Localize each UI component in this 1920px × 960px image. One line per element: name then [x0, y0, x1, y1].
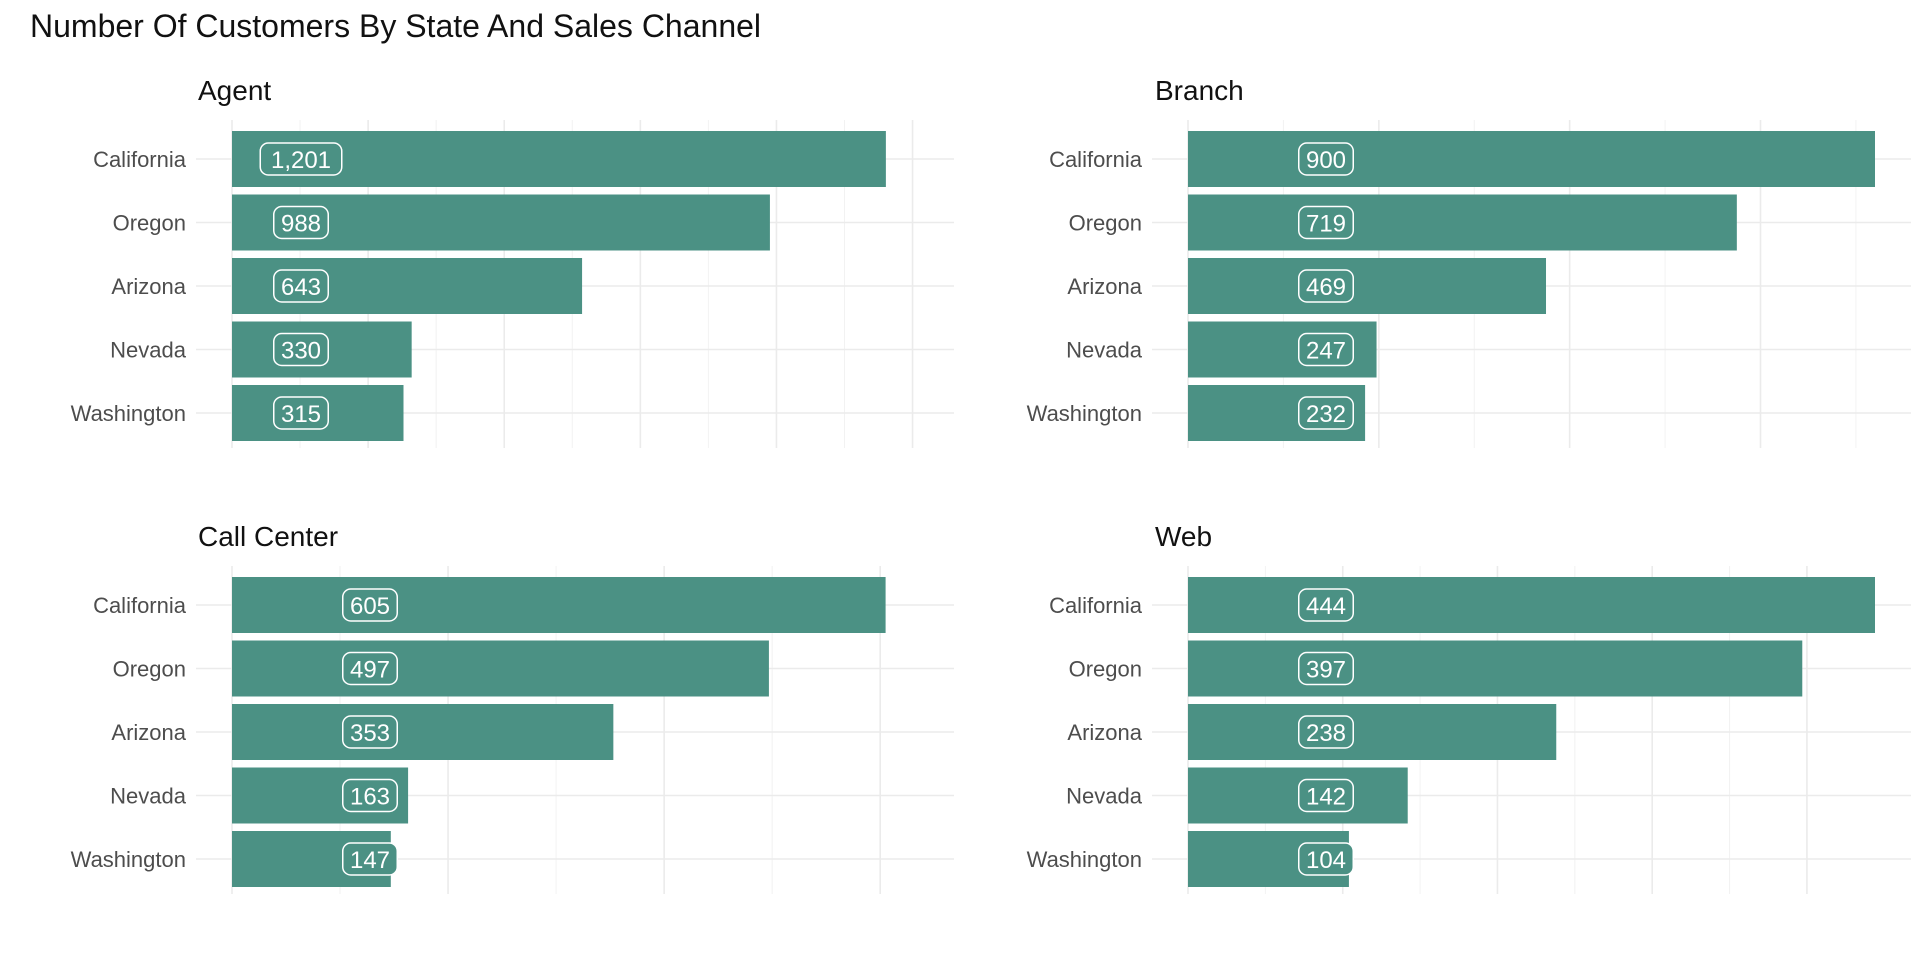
- chart-title: Number Of Customers By State And Sales C…: [30, 8, 762, 44]
- data-label-box: [273, 332, 329, 367]
- bar: [1188, 640, 1803, 697]
- data-label: 605: [350, 593, 390, 620]
- data-label: 497: [350, 657, 390, 684]
- facet-panel: Agent California 1,201 Oregon 988 Arizona 643 N…: [71, 75, 954, 448]
- category-label: Washington: [71, 847, 186, 872]
- data-label-box: [1298, 332, 1354, 367]
- data-label: 315: [281, 401, 321, 428]
- data-label-box: [1298, 269, 1354, 303]
- category-label: California: [93, 593, 187, 618]
- bar: [1188, 194, 1737, 251]
- category-label: Arizona: [111, 720, 186, 745]
- category-label: California: [93, 147, 187, 172]
- data-label-box: [342, 715, 398, 749]
- data-label-box: [273, 269, 329, 303]
- data-label-box: [342, 842, 398, 876]
- category-label: Washington: [1027, 847, 1142, 872]
- data-label-box: [1298, 715, 1354, 749]
- data-label: 397: [1306, 657, 1346, 684]
- bar: [1188, 258, 1547, 314]
- category-label: Arizona: [1067, 720, 1142, 745]
- panel-title: Call Center: [198, 521, 338, 552]
- facet-panel: Web California 444 Oregon 397 Arizona 238 Nevad…: [1027, 521, 1911, 894]
- category-label: Oregon: [113, 211, 186, 236]
- bar: [232, 640, 769, 697]
- panel-title: Agent: [198, 75, 271, 106]
- data-label-box: [342, 651, 398, 686]
- category-label: Nevada: [1066, 784, 1143, 809]
- category-label: California: [1049, 593, 1143, 618]
- data-label-box: [1298, 588, 1354, 622]
- data-label: 163: [350, 784, 390, 811]
- panel-title: Branch: [1155, 75, 1244, 106]
- data-label: 104: [1306, 847, 1346, 874]
- bar: [1188, 704, 1557, 760]
- bar: [1188, 131, 1875, 187]
- category-label: Oregon: [1069, 657, 1142, 682]
- category-label: California: [1049, 147, 1143, 172]
- category-label: Nevada: [110, 784, 187, 809]
- data-label-box: [342, 778, 398, 813]
- panel-title: Web: [1155, 521, 1212, 552]
- data-label: 643: [281, 274, 321, 301]
- bar: [1188, 577, 1875, 633]
- data-label: 247: [1306, 338, 1346, 365]
- data-label: 147: [350, 847, 390, 874]
- data-label: 238: [1306, 720, 1346, 747]
- data-label: 900: [1306, 147, 1346, 174]
- facet-panel: Branch California 900 Oregon 719 Arizona 469 Ne…: [1027, 75, 1911, 448]
- data-label-box: [1298, 205, 1354, 240]
- data-label: 142: [1306, 784, 1346, 811]
- data-label: 232: [1306, 401, 1346, 428]
- data-label: 1,201: [271, 147, 331, 174]
- bar: [1188, 767, 1408, 824]
- category-label: Arizona: [111, 274, 186, 299]
- bar: [232, 704, 614, 760]
- data-label-box: [1298, 778, 1354, 813]
- bar: [232, 577, 886, 633]
- data-label: 444: [1306, 593, 1346, 620]
- data-label-box: [1298, 651, 1354, 686]
- data-label: 353: [350, 720, 390, 747]
- data-label-box: [1298, 396, 1354, 430]
- data-label: 988: [281, 211, 321, 238]
- data-label-box: [1298, 842, 1354, 876]
- data-label: 330: [281, 338, 321, 365]
- category-label: Oregon: [113, 657, 186, 682]
- data-label: 469: [1306, 274, 1346, 301]
- data-label-box: [259, 142, 343, 176]
- category-label: Oregon: [1069, 211, 1142, 236]
- data-label-box: [273, 205, 329, 240]
- category-label: Nevada: [110, 338, 187, 363]
- category-label: Arizona: [1067, 274, 1142, 299]
- data-label-box: [273, 396, 329, 430]
- data-label-box: [342, 588, 398, 622]
- data-label: 719: [1306, 211, 1346, 238]
- category-label: Washington: [71, 401, 186, 426]
- data-label-box: [1298, 142, 1354, 176]
- category-label: Nevada: [1066, 338, 1143, 363]
- category-label: Washington: [1027, 401, 1142, 426]
- facet-panel: Call Center California 605 Oregon 497 Arizona…: [71, 521, 954, 894]
